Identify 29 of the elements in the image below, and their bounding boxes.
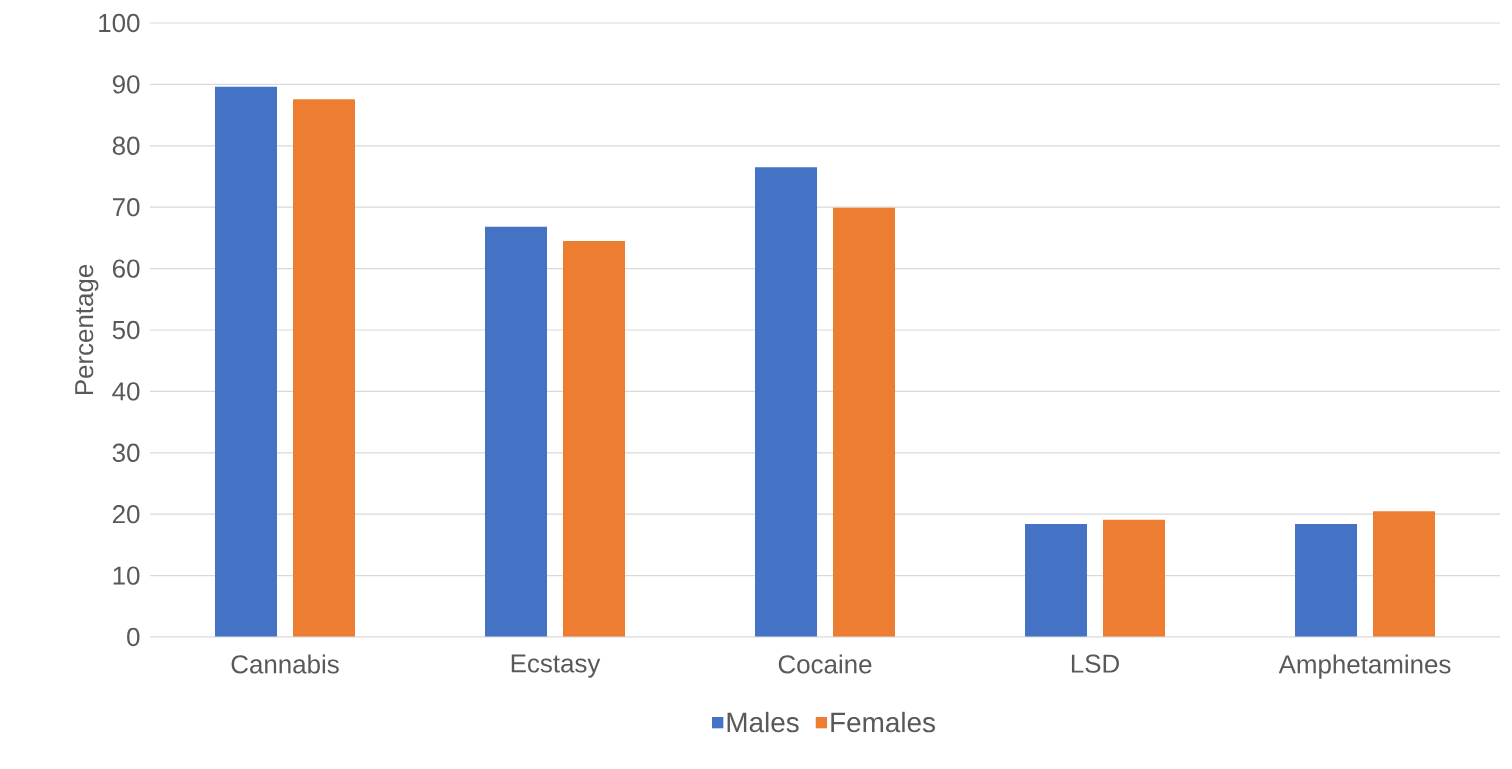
y-tick-label: 30 [112, 443, 140, 462]
y-tick-label: 100 [99, 13, 140, 33]
bar [563, 240, 625, 637]
bar [215, 86, 277, 637]
x-tick-label: Amphetamines [1278, 654, 1451, 679]
y-tick-label: 0 [127, 627, 140, 647]
y-axis-title: Percentage [75, 264, 99, 395]
y-tick-label: 60 [112, 259, 140, 278]
y-tick-label: 40 [112, 382, 140, 401]
y-tick-label: 50 [112, 320, 140, 340]
legend-label: Males [727, 711, 799, 733]
bar [1025, 524, 1088, 637]
x-tick-label: Cocaine [778, 654, 872, 674]
x-tick-label: Ecstasy [511, 654, 601, 678]
y-tick-label: 20 [112, 505, 140, 524]
y-tick-label: 10 [113, 566, 140, 585]
bar [833, 207, 896, 637]
bar [1103, 519, 1166, 637]
y-tick-label: 70 [113, 198, 140, 217]
bar [755, 167, 818, 637]
y-tick-label: 90 [112, 75, 140, 94]
bar [1295, 524, 1358, 637]
bar [485, 226, 547, 637]
x-tick-label: LSD [1071, 654, 1119, 673]
y-tick-label: 80 [112, 136, 140, 155]
bar [293, 99, 355, 637]
bar [1373, 511, 1436, 637]
legend-label: Females [831, 711, 935, 733]
x-tick-label: Cannabis [231, 654, 339, 674]
